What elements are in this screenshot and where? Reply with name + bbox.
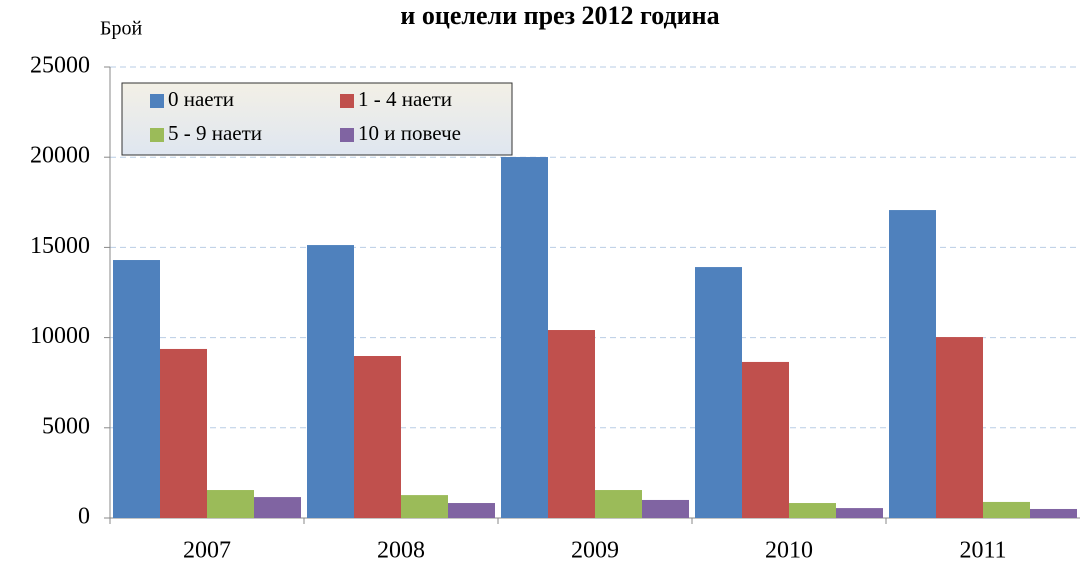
- legend-label: 5 - 9 наети: [168, 121, 262, 145]
- bar: [983, 501, 1030, 518]
- bar: [207, 490, 254, 518]
- bar: [789, 503, 836, 518]
- bar: [160, 348, 207, 518]
- bar: [889, 210, 936, 519]
- bar: [113, 260, 160, 518]
- legend-label: 10 и повече: [358, 121, 461, 145]
- bar: [501, 157, 548, 519]
- bar: [936, 337, 983, 518]
- chart-title: и оцелели през 2012 година: [400, 1, 719, 30]
- legend-label: 1 - 4 наети: [358, 87, 452, 111]
- bar: [742, 361, 789, 518]
- y-tick-label: 15000: [30, 233, 90, 259]
- y-tick-label: 25000: [30, 53, 90, 79]
- x-tick-label: 2011: [959, 538, 1006, 563]
- bar: [448, 503, 495, 518]
- bar: [354, 356, 401, 518]
- bar: [595, 490, 642, 518]
- bar: [254, 497, 301, 518]
- y-tick-label: 10000: [30, 323, 90, 349]
- y-tick-label: 20000: [30, 143, 90, 169]
- legend-swatch: [150, 128, 164, 142]
- legend-swatch: [340, 94, 354, 108]
- legend-swatch: [150, 94, 164, 108]
- legend-swatch: [340, 128, 354, 142]
- legend-label: 0 наети: [168, 87, 234, 111]
- y-axis-label: Брой: [100, 18, 142, 40]
- bar: [836, 508, 883, 518]
- x-tick-label: 2009: [571, 538, 619, 563]
- y-tick-label: 5000: [42, 413, 90, 439]
- bar: [307, 245, 354, 518]
- bar: [548, 330, 595, 518]
- x-tick-label: 2007: [183, 538, 231, 563]
- bar: [401, 495, 448, 518]
- bar: [1030, 508, 1077, 518]
- bar: [695, 267, 742, 518]
- legend-box: [121, 82, 513, 156]
- bar: [642, 499, 689, 518]
- y-tick-label: 0: [78, 504, 90, 530]
- x-tick-label: 2010: [765, 538, 813, 563]
- x-tick-label: 2008: [377, 538, 425, 563]
